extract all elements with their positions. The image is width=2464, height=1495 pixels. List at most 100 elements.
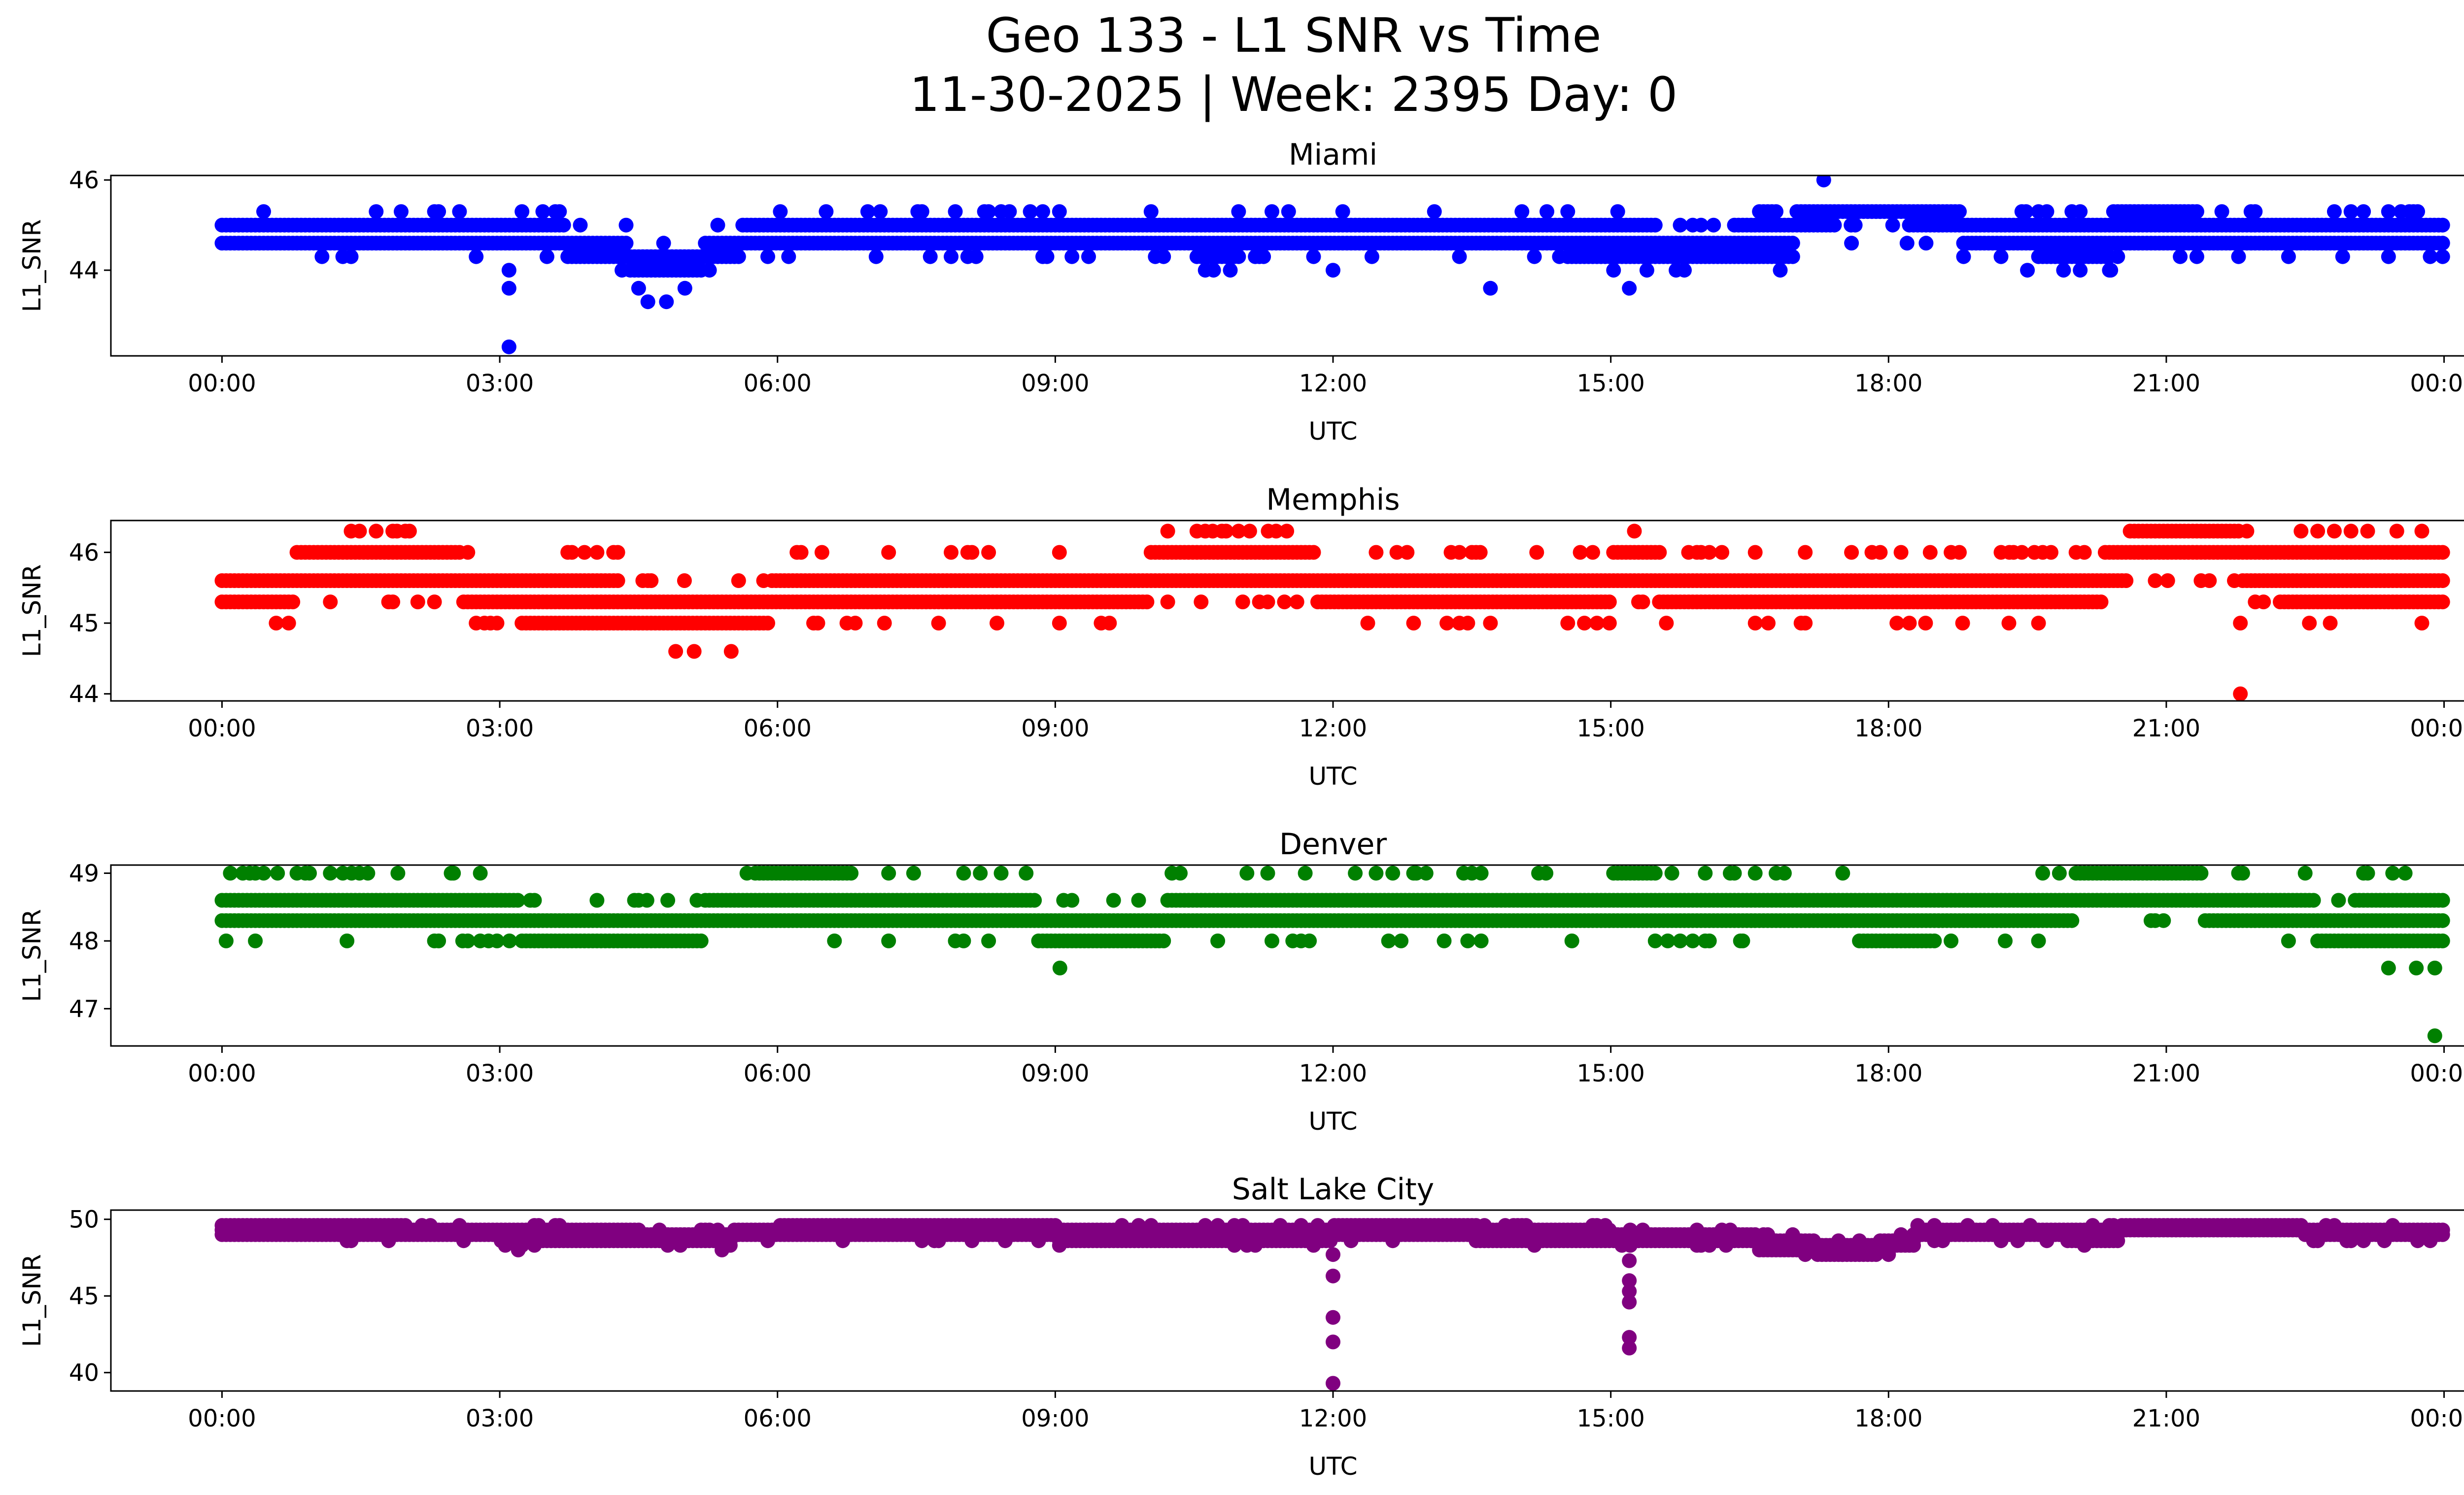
data-point <box>1998 933 2013 948</box>
data-point-outlier <box>1539 866 1554 881</box>
data-point <box>1439 616 1455 631</box>
data-point-outlier <box>298 866 313 881</box>
data-point <box>2281 249 2296 264</box>
data-point-outlier <box>1844 236 1859 251</box>
data-point <box>1223 263 1238 278</box>
data-point <box>1452 545 1467 560</box>
data-point <box>323 594 338 610</box>
x-tick-label: 12:00 <box>1299 1060 1367 1087</box>
data-point <box>2414 616 2430 631</box>
data-point <box>589 893 605 908</box>
data-point <box>1052 204 1067 219</box>
data-point <box>2435 893 2450 908</box>
x-tick-label: 21:00 <box>2132 1060 2200 1087</box>
data-point <box>1514 204 1530 219</box>
data-point-outlier <box>501 280 516 296</box>
data-point <box>1019 866 1034 881</box>
data-point <box>2110 249 2125 264</box>
data-point <box>868 249 884 264</box>
data-point <box>1231 249 1246 264</box>
data-point <box>1639 263 1654 278</box>
x-tick-label: 03:00 <box>466 715 534 742</box>
x-tick-label: 00:00 <box>188 1060 256 1087</box>
data-point <box>1827 217 1842 233</box>
x-axis-label: UTC <box>1308 1107 1357 1136</box>
subplot-title: Miami <box>1289 138 1377 172</box>
data-point <box>1260 866 1275 881</box>
data-point-outlier <box>1955 616 1970 631</box>
data-point <box>944 249 958 264</box>
data-point <box>2202 573 2217 588</box>
data-point <box>2073 263 2088 278</box>
data-point-outlier <box>242 866 257 881</box>
data-point <box>993 866 1009 881</box>
data-point <box>427 594 442 610</box>
x-tick-label: 18:00 <box>1854 1060 1922 1087</box>
data-point <box>2248 204 2263 219</box>
data-point <box>2335 249 2350 264</box>
data-point <box>1027 893 1042 908</box>
data-point <box>1885 217 1900 233</box>
data-point-outlier <box>390 866 406 881</box>
data-point <box>2231 249 2246 264</box>
data-point <box>2031 616 2046 631</box>
figure-title-line1: Geo 133 - L1 SNR vs Time <box>986 8 1602 63</box>
data-point <box>2381 204 2396 219</box>
data-point <box>2302 616 2317 631</box>
data-point <box>1664 866 1679 881</box>
data-point <box>1035 204 1050 219</box>
data-point-outlier <box>1298 866 1313 881</box>
data-point <box>2119 573 2134 588</box>
data-point <box>314 249 330 264</box>
data-point <box>1573 545 1588 560</box>
data-point <box>1660 933 1676 948</box>
data-point <box>2014 545 2029 560</box>
data-point <box>2356 204 2371 219</box>
data-point <box>2385 866 2400 881</box>
data-point <box>1394 933 1409 948</box>
data-point-outlier <box>1261 523 1276 539</box>
data-point <box>773 204 788 219</box>
data-point <box>2360 523 2375 539</box>
data-point <box>1647 933 1663 948</box>
data-point <box>1602 616 1617 631</box>
data-point <box>502 933 517 948</box>
data-point-outlier <box>1899 236 1915 251</box>
data-point <box>410 594 425 610</box>
data-point <box>1160 523 1175 539</box>
data-point-outlier <box>1326 263 1340 278</box>
x-tick-label: 18:00 <box>1854 370 1922 397</box>
y-axis-label: L1_SNR <box>18 564 46 658</box>
data-point-outlier <box>344 866 359 881</box>
data-point <box>1702 933 1717 948</box>
x-tick-label: 03:00 <box>466 370 534 397</box>
data-point <box>702 263 717 278</box>
data-point-outlier <box>1529 545 1544 560</box>
data-point <box>1260 594 1275 610</box>
data-point <box>844 866 859 881</box>
subplot-title: Denver <box>1279 827 1387 862</box>
data-point <box>2343 204 2359 219</box>
data-point <box>819 204 834 219</box>
data-point <box>2293 523 2309 539</box>
data-point <box>781 249 796 264</box>
data-point-outlier <box>2103 263 2119 278</box>
data-point <box>2189 249 2204 264</box>
data-point-outlier <box>1714 545 1730 560</box>
y-tick-label: 44 <box>69 681 99 708</box>
data-point <box>990 616 1004 631</box>
data-point <box>1360 616 1375 631</box>
data-point-outlier <box>881 933 896 948</box>
data-point <box>1160 594 1175 610</box>
subplot-title: Salt Lake City <box>1232 1172 1435 1207</box>
data-point <box>489 933 505 948</box>
data-point <box>2239 523 2255 539</box>
data-points <box>214 1218 2450 1391</box>
data-point <box>514 204 530 219</box>
data-point-outlier <box>2427 1028 2442 1043</box>
data-point <box>2281 933 2296 948</box>
data-point <box>1131 893 1146 908</box>
